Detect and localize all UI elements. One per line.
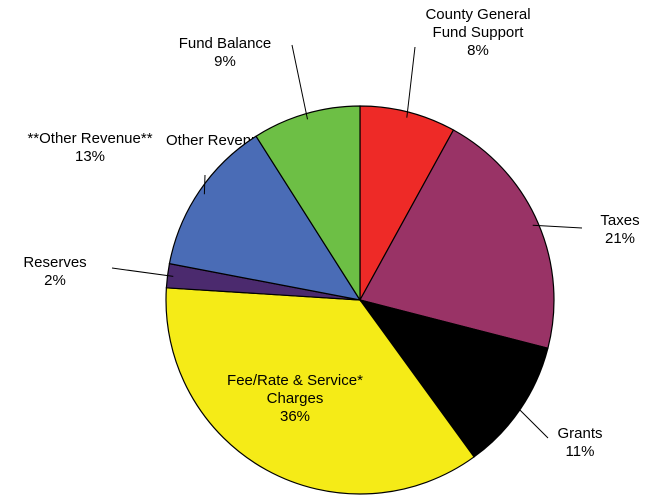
slice-label: Grants 11%: [550, 425, 610, 461]
annotation: Other Revenue: [166, 132, 268, 149]
leader-line: [203, 174, 206, 195]
pie-slice: [165, 287, 475, 495]
slice-value: 2%: [44, 272, 66, 289]
slice-value: 9%: [214, 53, 236, 70]
leader-line: [532, 224, 583, 229]
slice-name: Reserves: [23, 254, 87, 271]
leader-line: [406, 46, 416, 118]
slice-value: 21%: [604, 230, 636, 247]
pie-slice: [359, 105, 455, 301]
slice-value: 36%: [279, 408, 311, 425]
pie-slice: [358, 299, 549, 458]
slice-value: 8%: [467, 42, 489, 59]
leader-line: [515, 405, 549, 439]
slice-label: Reserves 2%: [10, 254, 100, 290]
slice-name: **Other Revenue**: [27, 130, 153, 147]
slice-name: Taxes: [600, 212, 640, 229]
slice-value: 13%: [74, 148, 106, 165]
slice-label: **Other Revenue** 13%: [5, 130, 175, 166]
slice-name: Grants: [557, 425, 603, 442]
slice-label: Taxes 21%: [590, 212, 647, 248]
slice-name: Fee/Rate & Service* Charges: [227, 372, 363, 407]
pie-slice: [168, 135, 362, 301]
slice-name: County General Fund Support: [425, 6, 531, 41]
slice-label: Fund Balance 9%: [155, 35, 295, 71]
slice-label: County General Fund Support 8%: [408, 6, 548, 60]
slice-name: Fund Balance: [178, 35, 272, 52]
slice-value: 11%: [565, 443, 595, 460]
pie-slice: [359, 129, 555, 349]
leader-line: [291, 44, 308, 120]
slice-label: Fee/Rate & Service* Charges 36%: [210, 372, 380, 426]
leader-line: [111, 267, 174, 277]
